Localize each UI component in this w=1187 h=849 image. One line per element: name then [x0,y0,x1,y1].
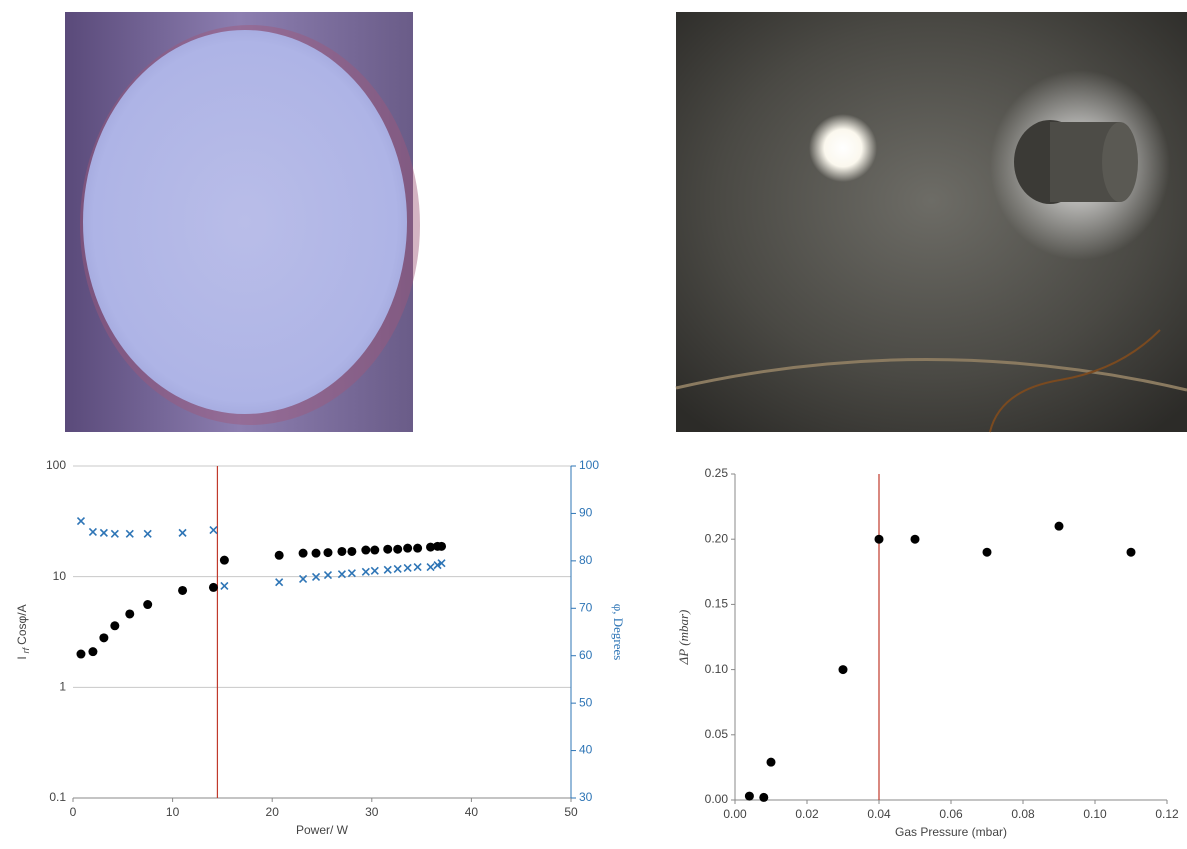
y-axis-label-main: ΔP (mbar) [676,610,691,666]
data-point [299,549,308,558]
y2-tick-label: 50 [579,695,593,709]
data-point-x [276,579,283,586]
data-point-x [404,564,411,571]
y2-tick-label: 80 [579,553,593,567]
data-point [1127,548,1136,557]
x-axis-label: Gas Pressure (mbar) [895,825,1007,839]
data-point-x [89,528,96,535]
data-point-x [414,564,421,571]
data-point [220,556,229,565]
x-tick-label: 0.12 [1155,807,1179,821]
data-point [413,544,422,553]
data-point-x [324,572,331,579]
x-tick-label: 0.00 [723,807,747,821]
x-tick-label: 40 [465,805,479,819]
data-point [983,548,992,557]
y2-tick-label: 60 [579,648,593,662]
y-axis-label-main: I [15,656,29,659]
data-point-x [362,568,369,575]
data-point [839,665,848,674]
data-point [209,583,218,592]
data-point-x [126,530,133,537]
data-point [275,551,284,560]
chart: 0.11101000102030405030405060708090100φ, … [15,458,626,837]
x-tick-label: 10 [166,805,180,819]
chart: 0.00 0.05 0.10 0.15 0.20 0.25 0.00 0.02 0.04 0.06… [676,466,1179,839]
y-axis-label-suffix: Cosφ/A [15,604,29,644]
data-point [76,650,85,659]
x-tick-label: 50 [564,805,578,819]
y-tick-label: 0.20 [705,531,729,545]
data-point [745,792,754,801]
x-tick-label: 0.06 [939,807,963,821]
y-tick-label: 0.05 [705,727,729,741]
y-axis-label: ΔP (mbar) [676,610,691,666]
data-point [337,547,346,556]
data-point-x [221,582,228,589]
x-tick-label: 0 [70,805,77,819]
y-tick-label: 0.15 [705,597,729,611]
photo-chamber [676,12,1187,432]
x-tick-label: 20 [266,805,280,819]
data-point [99,633,108,642]
data-point-x [144,530,151,537]
data-point [178,586,187,595]
y-tick-label: 0.10 [705,662,729,676]
page: 0.11101000102030405030405060708090100φ, … [0,0,1187,849]
y2-tick-label: 30 [579,790,593,804]
y-axis-label-subscript: rf [21,646,31,653]
data-point [393,545,402,554]
y-axis-label: Irf Cosφ/A [15,604,31,659]
data-point [323,548,332,557]
data-point-x [384,566,391,573]
figure: 0.11101000102030405030405060708090100φ, … [0,0,1187,849]
x-tick-label: 0.04 [867,807,891,821]
y-tick-label: 1 [59,680,66,694]
data-point-x [179,529,186,536]
y-tick-label: 100 [46,458,66,472]
x-axis-label: Power/ W [296,823,349,837]
data-point [759,793,768,802]
data-point-x [394,565,401,572]
x-tick-label: 0.08 [1011,807,1035,821]
data-point [911,535,920,544]
y2-tick-label: 40 [579,743,593,757]
data-point-x [111,530,118,537]
data-point-x [371,567,378,574]
data-point [437,542,446,551]
data-point [875,535,884,544]
data-point [767,758,776,767]
photo-plasma-glow [65,12,420,432]
data-point [347,547,356,556]
data-point-x [348,570,355,577]
y-tick-label: 10 [53,569,67,583]
data-point [361,546,370,555]
data-point [125,609,134,618]
data-point [312,549,321,558]
data-point [110,621,119,630]
y2-tick-label: 90 [579,506,593,520]
x-tick-label: 0.10 [1083,807,1107,821]
data-point [383,545,392,554]
data-point [370,546,379,555]
y2-tick-label: 100 [579,458,599,472]
x-tick-label: 0.02 [795,807,819,821]
data-point [403,544,412,553]
y2-tick-label: 70 [579,600,593,614]
data-point [1055,522,1064,531]
y-tick-label: 0.00 [705,792,729,806]
y-tick-label: 0.25 [705,466,729,480]
data-point-x [210,527,217,534]
data-point [88,647,97,656]
data-point-x [427,564,434,571]
data-point [143,600,152,609]
x-tick-label: 30 [365,805,379,819]
y2-axis-label: φ, Degrees [611,604,626,661]
y-tick-label: 0.1 [49,790,66,804]
data-point-x [100,529,107,536]
data-point-x [77,518,84,525]
